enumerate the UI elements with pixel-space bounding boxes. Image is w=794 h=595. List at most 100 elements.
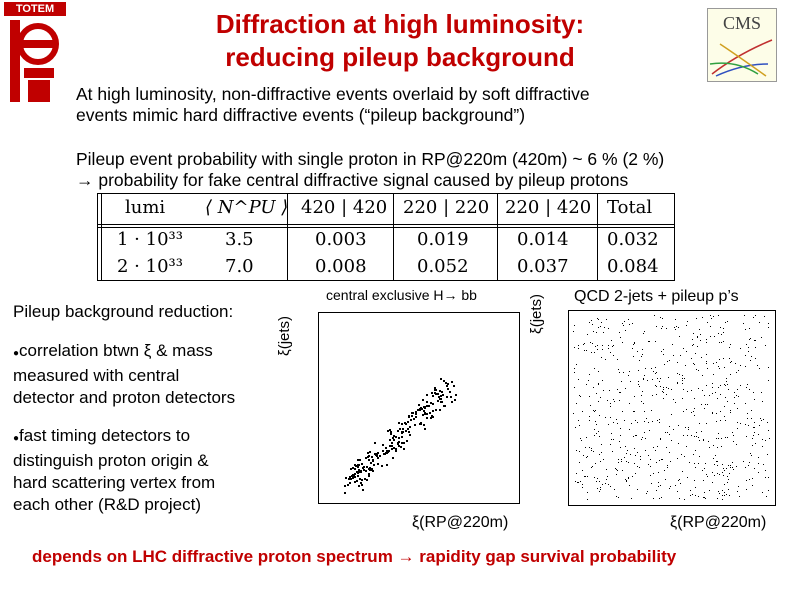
scatter-point (705, 473, 707, 475)
scatter-point (357, 465, 360, 468)
scatter-point (711, 393, 713, 395)
scatter-point (433, 389, 436, 392)
scatter-point (404, 422, 407, 425)
scatter-point (356, 471, 359, 474)
scatter-point (708, 395, 710, 397)
scatter-point (702, 497, 704, 499)
scatter-point (655, 384, 657, 386)
scatter-point (614, 488, 616, 490)
scatter-point (715, 412, 717, 414)
scatter-point (712, 387, 714, 389)
scatter-point (362, 466, 365, 469)
scatter-point (401, 436, 404, 439)
scatter-point (686, 321, 688, 323)
scatter-point (393, 447, 396, 450)
scatter-point (398, 441, 401, 444)
scatter-point (758, 425, 760, 427)
scatter-point (631, 475, 633, 477)
scatter-point (660, 327, 662, 329)
scatter-point (431, 392, 434, 395)
scatter-point (732, 466, 734, 468)
bullet-1-line-3: detector and proton detectors (13, 388, 236, 407)
scatter-point (373, 452, 376, 455)
scatter-point (618, 497, 620, 499)
scatter-point (592, 409, 594, 411)
scatter-point (761, 420, 763, 422)
scatter-point (722, 340, 724, 342)
scatter-point (389, 433, 392, 436)
scatter-point (704, 497, 706, 499)
scatter-point (736, 371, 738, 373)
scatter-point (694, 495, 696, 497)
scatter-point (590, 450, 592, 452)
scatter-point (429, 411, 432, 414)
scatter-point (706, 384, 708, 386)
scatter-point (719, 393, 721, 395)
scatter-point (361, 484, 364, 487)
scatter-point (745, 344, 747, 346)
scatter-point (428, 405, 431, 408)
scatter-point (737, 422, 739, 424)
scatter-point (716, 447, 718, 449)
scatter-point (392, 456, 395, 459)
scatter-point (731, 462, 733, 464)
scatter-point (639, 456, 641, 457)
scatter-point (642, 378, 644, 380)
scatter-point (373, 441, 376, 444)
scatter-point (370, 456, 373, 459)
scatter-point (612, 422, 614, 424)
scatter-point (594, 421, 596, 423)
scatter-point (348, 477, 351, 480)
scatter-point (409, 433, 412, 436)
scatter-point (602, 345, 604, 347)
scatter-point (635, 472, 637, 474)
scatter-point (662, 386, 664, 388)
scatter-point (600, 397, 602, 399)
scatter-point (626, 450, 628, 452)
scatter-point (375, 454, 378, 457)
scatter-point (662, 398, 664, 400)
scatter-point (735, 465, 737, 467)
cms-tracks-icon (709, 39, 773, 77)
scatter-point (666, 387, 668, 389)
scatter-point (687, 429, 689, 431)
scatter-point (711, 481, 713, 483)
scatter-point (592, 386, 594, 388)
scatter-point (706, 475, 708, 477)
scatter-point (597, 344, 599, 346)
scatter-point (746, 479, 748, 481)
scatter-point (659, 437, 661, 439)
scatter-point (415, 415, 418, 418)
scatter-point (749, 359, 751, 361)
scatter-point (655, 386, 657, 388)
scatter-point (621, 460, 623, 462)
scatter-point (760, 391, 762, 393)
scatter-point (590, 404, 592, 406)
scatter-point (686, 408, 688, 410)
scatter-point (582, 411, 584, 413)
scatter-point (590, 448, 592, 450)
scatter-point (597, 384, 599, 386)
table-row-2-420-420: 0.008 (315, 256, 367, 277)
scatter-point (722, 489, 724, 491)
scatter-point (347, 484, 350, 487)
scatter-point (736, 395, 738, 397)
scatter-point (358, 458, 361, 461)
scatter-point (663, 353, 665, 355)
scatter-point (672, 428, 674, 430)
scatter-point (582, 470, 584, 472)
bullet-1-line-2: measured with central (13, 366, 180, 385)
scatter-point (629, 428, 631, 430)
scatter-point (701, 375, 703, 377)
scatter-point (703, 395, 705, 397)
scatter-point (650, 458, 652, 460)
scatter-point (387, 450, 390, 453)
scatter-point (622, 410, 624, 412)
table-row-1-npu: 3.5 (225, 229, 254, 250)
scatter-point (682, 470, 684, 472)
scatter-point (768, 366, 770, 368)
scatter-point (720, 326, 722, 328)
scatter-point (436, 393, 439, 396)
scatter-point (726, 381, 728, 383)
scatter-point (730, 373, 732, 375)
